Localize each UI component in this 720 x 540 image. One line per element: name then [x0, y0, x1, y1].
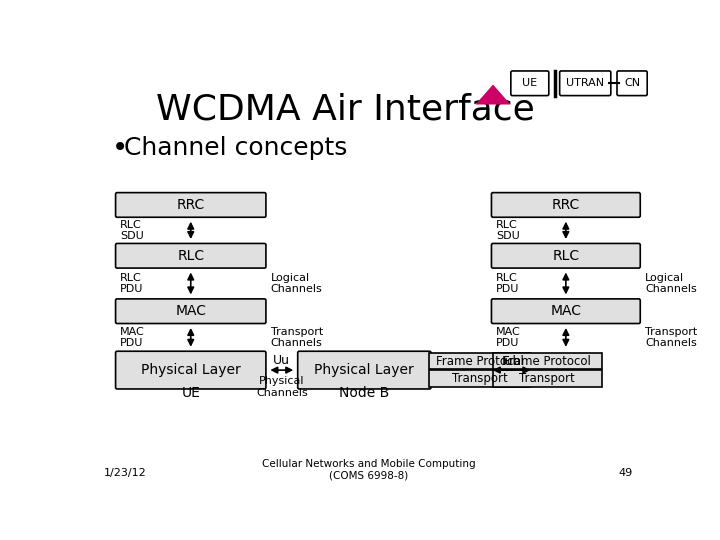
Text: CN: CN — [624, 78, 640, 88]
FancyBboxPatch shape — [297, 351, 431, 389]
FancyBboxPatch shape — [116, 244, 266, 268]
Text: Transport
Channels: Transport Channels — [645, 327, 697, 348]
Text: MAC
PDU: MAC PDU — [120, 327, 145, 348]
Text: RLC
PDU: RLC PDU — [496, 273, 519, 294]
Text: Logical
Channels: Logical Channels — [645, 273, 697, 294]
Text: Cellular Networks and Mobile Computing
(COMS 6998-8): Cellular Networks and Mobile Computing (… — [262, 459, 476, 481]
FancyBboxPatch shape — [617, 71, 647, 96]
Text: Logical
Channels: Logical Channels — [271, 273, 323, 294]
FancyBboxPatch shape — [510, 71, 549, 96]
Text: Physical Layer: Physical Layer — [315, 363, 414, 377]
Text: RRC: RRC — [552, 198, 580, 212]
Text: Transport
Channels: Transport Channels — [271, 327, 323, 348]
Text: WCDMA Air Interface: WCDMA Air Interface — [156, 92, 535, 126]
FancyBboxPatch shape — [559, 71, 611, 96]
Text: RLC: RLC — [177, 249, 204, 263]
Text: •: • — [112, 134, 128, 162]
Text: Channel concepts: Channel concepts — [124, 136, 348, 160]
Text: Uu: Uu — [274, 354, 290, 367]
FancyBboxPatch shape — [116, 299, 266, 323]
Text: MAC
PDU: MAC PDU — [496, 327, 521, 348]
FancyBboxPatch shape — [492, 244, 640, 268]
Bar — [493, 370, 601, 387]
Text: UE: UE — [181, 386, 200, 400]
Text: Transport: Transport — [452, 372, 508, 385]
Text: RLC
SDU: RLC SDU — [120, 220, 144, 241]
Text: Physical Layer: Physical Layer — [141, 363, 240, 377]
Bar — [429, 353, 530, 369]
Bar — [493, 353, 601, 369]
Text: RLC
PDU: RLC PDU — [120, 273, 143, 294]
Text: RLC
SDU: RLC SDU — [496, 220, 520, 241]
FancyBboxPatch shape — [116, 351, 266, 389]
Text: Iub: Iub — [502, 355, 521, 368]
Text: Node B: Node B — [339, 386, 390, 400]
Text: UTRAN: UTRAN — [566, 78, 604, 88]
FancyBboxPatch shape — [492, 193, 640, 217]
Text: Transport: Transport — [519, 372, 575, 385]
Text: 49: 49 — [618, 468, 632, 478]
FancyBboxPatch shape — [492, 299, 640, 323]
FancyBboxPatch shape — [116, 193, 266, 217]
Text: 1/23/12: 1/23/12 — [104, 468, 147, 478]
Bar — [429, 370, 530, 387]
Text: MAC: MAC — [175, 304, 206, 318]
Text: RLC: RLC — [552, 249, 580, 263]
Text: UE: UE — [522, 78, 537, 88]
Text: MAC: MAC — [550, 304, 581, 318]
Text: Frame Protocol: Frame Protocol — [503, 355, 591, 368]
Text: Frame Protocol: Frame Protocol — [436, 355, 523, 368]
Text: Physical
Channels: Physical Channels — [256, 376, 307, 398]
Text: RRC: RRC — [176, 198, 205, 212]
